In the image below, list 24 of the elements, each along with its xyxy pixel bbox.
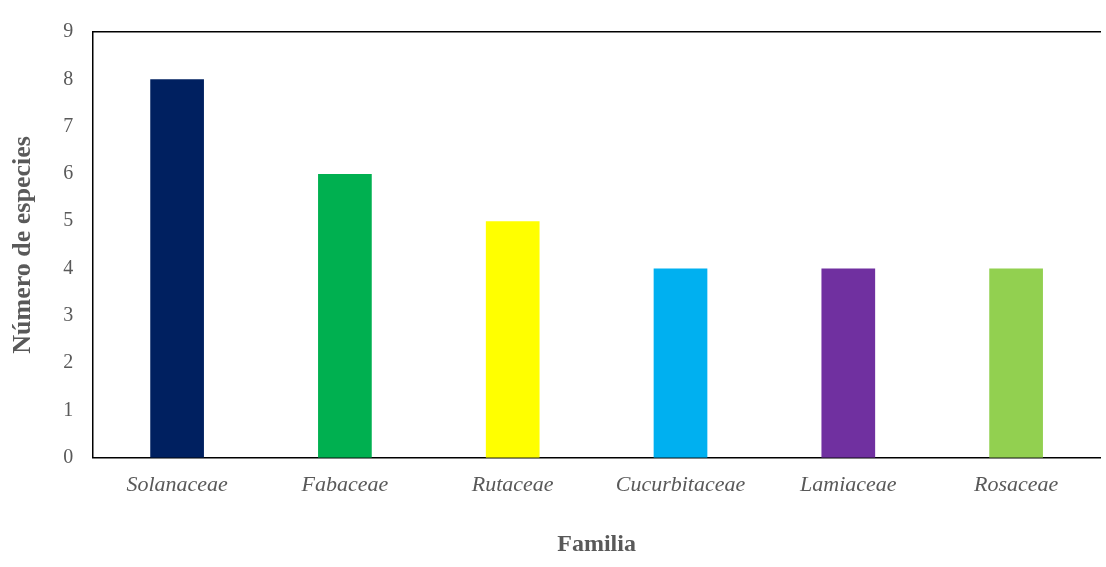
bar	[318, 173, 372, 458]
y-tick-label: 4	[63, 255, 74, 278]
bar	[150, 79, 204, 458]
y-tick-label: 3	[63, 303, 74, 326]
bar	[821, 268, 876, 458]
bar	[989, 268, 1043, 458]
x-tick-label: Lamiaceae	[799, 470, 897, 496]
x-tick-label: Cucurbitaceae	[615, 470, 746, 496]
y-tick-label: 2	[63, 350, 74, 373]
x-tick-label: Rutaceae	[470, 470, 554, 496]
y-tick-label: 1	[63, 397, 74, 420]
y-tick-label: 8	[63, 66, 74, 89]
y-tick-label: 7	[63, 113, 74, 136]
y-tick-label: 6	[63, 161, 74, 184]
y-tick-label: 0	[63, 445, 74, 468]
x-axis-title: Familia	[557, 529, 636, 556]
y-tick-label: 9	[63, 19, 74, 42]
bar	[653, 268, 708, 458]
x-tick-label: Fabaceae	[300, 470, 389, 496]
x-tick-label: Solanaceae	[126, 470, 229, 496]
x-tick-label: Rosaceae	[972, 470, 1059, 496]
y-tick-label: 5	[63, 208, 74, 231]
bar	[485, 221, 540, 458]
y-axis-title: Número de especies	[7, 136, 37, 354]
